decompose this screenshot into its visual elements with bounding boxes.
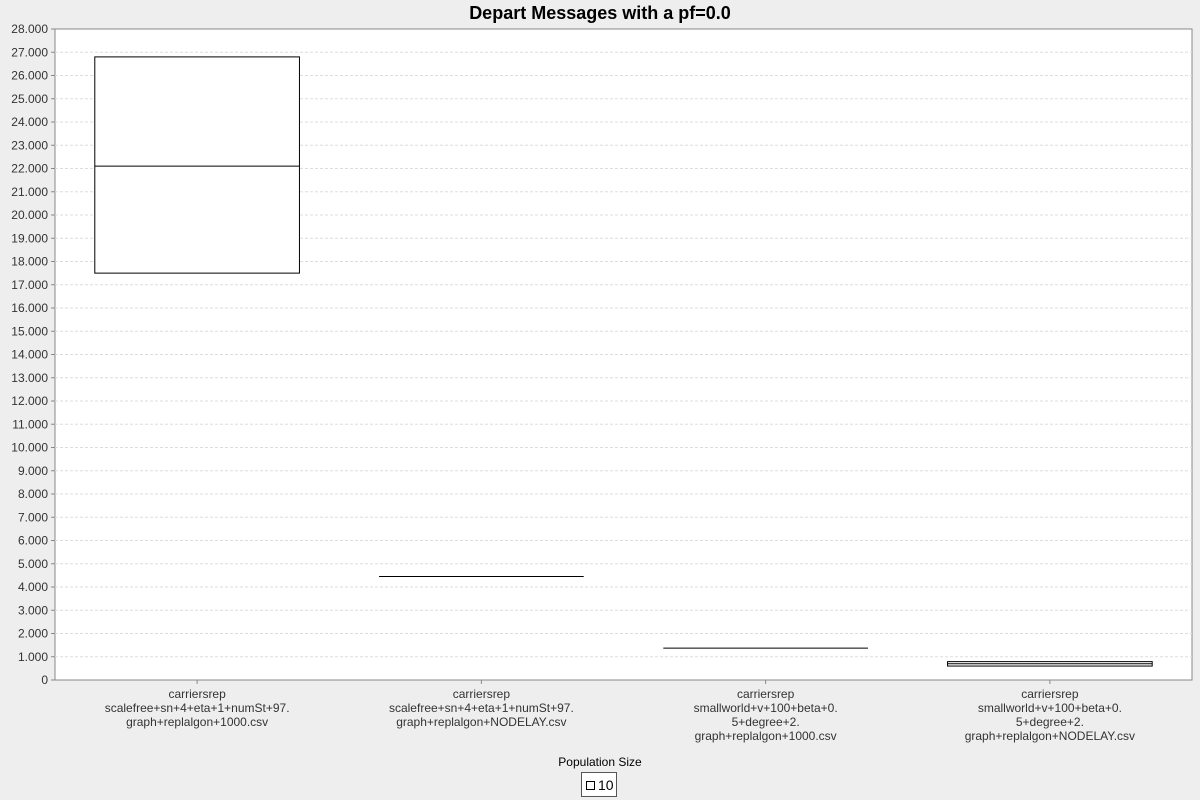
x-category-label: graph+replalgon+1000.csv [695, 729, 837, 743]
y-tick-label: 24.000 [11, 115, 48, 129]
y-tick-label: 0 [41, 673, 48, 687]
y-tick-label: 11.000 [12, 417, 48, 431]
chart-title: Depart Messages with a pf=0.0 [469, 3, 731, 23]
x-category-label: carriersrep [453, 687, 511, 701]
box-series [94, 56, 1153, 667]
x-category-label: scalefree+sn+4+eta+1+numSt+97. [389, 701, 574, 715]
x-category-label: smallworld+v+100+beta+0. [694, 701, 838, 715]
y-axis: 0 1.000 2.000 3.000 4.000 5.000 6.000 7.000 8.00… [11, 22, 55, 687]
y-tick-label: 16.000 [11, 301, 48, 315]
y-tick-label: 14.000 [11, 348, 48, 362]
x-category-label: graph+replalgon+NODELAY.csv [396, 715, 566, 729]
box [94, 56, 300, 274]
x-category-label: 5+degree+2. [732, 715, 800, 729]
y-tick-label: 26.000 [11, 69, 48, 83]
y-tick-label: 9.000 [18, 464, 48, 478]
y-tick-label: 17.000 [11, 278, 48, 292]
x-category-label: scalefree+sn+4+eta+1+numSt+97. [105, 701, 290, 715]
y-tick-label: 21.000 [11, 185, 48, 199]
legend-title: Population Size [558, 755, 642, 769]
y-tick-label: 2.000 [18, 627, 48, 641]
y-tick-label: 7.000 [18, 510, 48, 524]
y-tick-label: 20.000 [11, 208, 48, 222]
y-tick-label: 1.000 [18, 650, 48, 664]
x-category-label: graph+replalgon+NODELAY.csv [965, 729, 1135, 743]
y-tick-label: 6.000 [18, 534, 48, 548]
x-category-label: graph+replalgon+1000.csv [126, 715, 268, 729]
y-tick-label: 3.000 [18, 603, 48, 617]
y-tick-label: 25.000 [11, 92, 48, 106]
y-tick-label: 23.000 [11, 138, 48, 152]
x-axis: carriersrepscalefree+sn+4+eta+1+numSt+97… [105, 680, 1135, 743]
legend-label: 10 [598, 777, 614, 793]
x-category-label: smallworld+v+100+beta+0. [978, 701, 1122, 715]
y-tick-label: 18.000 [11, 255, 48, 269]
y-tick-label: 13.000 [11, 371, 48, 385]
y-tick-label: 10.000 [11, 441, 48, 455]
x-category-label: 5+degree+2. [1016, 715, 1084, 729]
y-tick-label: 27.000 [11, 45, 48, 59]
x-category-label: carriersrep [737, 687, 795, 701]
y-tick-label: 8.000 [18, 487, 48, 501]
y-tick-label: 19.000 [11, 231, 48, 245]
grid-lines [55, 51, 1192, 658]
y-tick-label: 15.000 [11, 324, 48, 338]
y-tick-label: 4.000 [18, 580, 48, 594]
y-tick-label: 28.000 [11, 22, 48, 36]
legend-swatch [586, 781, 595, 790]
y-tick-label: 22.000 [11, 162, 48, 176]
y-tick-label: 5.000 [18, 557, 48, 571]
y-tick-label: 12.000 [11, 394, 48, 408]
x-category-label: carriersrep [168, 687, 226, 701]
legend: 10 [581, 772, 617, 797]
x-category-label: carriersrep [1021, 687, 1079, 701]
